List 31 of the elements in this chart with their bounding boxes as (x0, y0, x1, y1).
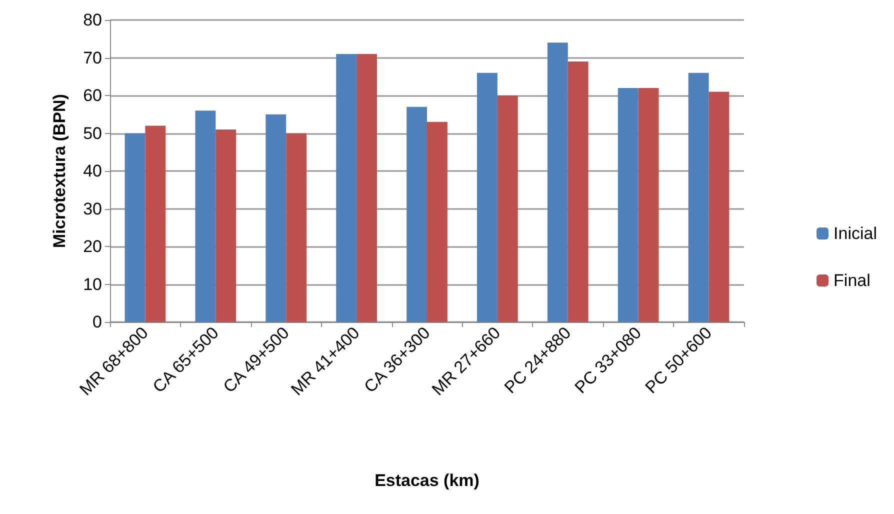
bar (638, 88, 659, 322)
bar (477, 72, 498, 322)
bar (618, 88, 638, 322)
y-axis-title: Microtextura (BPN) (50, 94, 69, 248)
y-tick-label: 60 (83, 86, 102, 105)
y-tick-label: 20 (83, 237, 102, 256)
bar (427, 122, 448, 322)
bar (356, 54, 377, 322)
y-tick-label: 80 (83, 10, 102, 30)
bar (688, 72, 709, 322)
y-tick-label: 0 (92, 312, 102, 332)
legend-label: Inicial (834, 224, 878, 243)
bar (286, 133, 307, 322)
bar (195, 110, 216, 322)
y-tick-label: 50 (83, 124, 102, 143)
bar (708, 92, 730, 322)
legend-label: Final (834, 271, 870, 290)
bar (406, 106, 427, 322)
y-tick-label: 40 (83, 162, 102, 180)
bar (568, 62, 588, 322)
bar (124, 133, 146, 322)
y-tick-label: 30 (83, 199, 102, 218)
y-tick-label: 70 (83, 48, 102, 68)
bar (266, 114, 286, 322)
x-axis-title: Estacas (km) (374, 471, 480, 490)
bar (336, 54, 357, 322)
bar (547, 42, 568, 322)
bar (216, 129, 236, 322)
bar (497, 96, 518, 322)
bar (145, 126, 166, 322)
y-tick-label: 10 (83, 274, 102, 294)
